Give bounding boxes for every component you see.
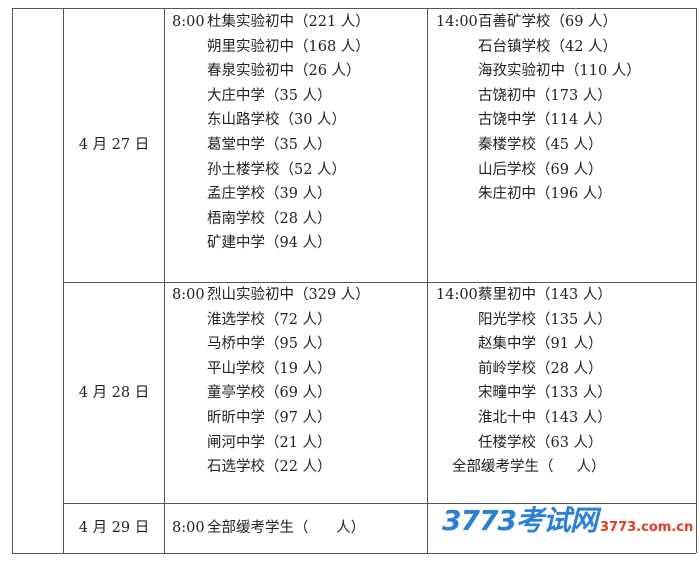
session-time: 8:00 (172, 14, 205, 30)
session-time: 8:00 (172, 520, 205, 536)
row-divider (63, 282, 696, 283)
school-entry: 山后学校（69 人） (478, 161, 603, 178)
table-border-right (696, 8, 697, 553)
school-entry: 春泉实验初中（26 人） (207, 63, 361, 80)
school-entry: 赵集中学（91 人） (478, 336, 603, 353)
school-entry: 石选学校（22 人） (207, 459, 332, 476)
table-border-left (12, 8, 13, 553)
table-border-bottom (12, 553, 696, 554)
school-entry: 大庄中学（35 人） (207, 87, 332, 104)
school-entry: 前岭学校（28 人） (478, 360, 603, 377)
school-entry: 淮北十中（143 人） (478, 410, 612, 426)
session-time: 14:00 (436, 14, 478, 30)
session-time: 8:00 (172, 287, 205, 303)
school-entry: 朱庄初中（196 人） (478, 186, 612, 203)
school-entry: 马桥中学（95 人） (207, 336, 332, 353)
school-entry: 烈山实验初中（329 人） (207, 287, 370, 303)
school-entry: 孟庄学校（39 人） (207, 186, 332, 203)
column-divider (63, 8, 64, 553)
school-entry: 梧南学校（28 人） (207, 210, 332, 227)
date-cell: 4 月 29 日 (78, 520, 150, 536)
deferred-students-note: 全部缓考学生（ 人） (452, 459, 606, 476)
school-entry: 任楼学校（63 人） (478, 434, 603, 451)
school-entry: 蔡里初中（143 人） (478, 287, 612, 303)
school-entry: 古饶中学（114 人） (478, 112, 612, 129)
row-divider (63, 503, 696, 504)
school-entry: 平山学校（19 人） (207, 360, 332, 377)
school-entry: 朔里实验初中（168 人） (207, 38, 370, 55)
school-entry: 全部缓考学生（ 人） (207, 520, 366, 536)
school-entry: 古饶初中（173 人） (478, 87, 612, 104)
school-entry: 百善矿学校（69 人） (478, 14, 618, 30)
column-divider (427, 8, 428, 553)
column-divider (164, 8, 165, 553)
watermark-logo: 3773考试网 (442, 504, 598, 537)
school-entry: 石台镇学校（42 人） (478, 38, 618, 55)
school-entry: 葛堂中学（35 人） (207, 137, 332, 153)
watermark-url: 3773.com.cn (600, 520, 694, 535)
date-cell: 4 月 28 日 (78, 385, 150, 401)
table-border-top (12, 8, 696, 9)
school-entry: 矿建中学（94 人） (207, 235, 332, 252)
school-entry: 阳光学校（135 人） (478, 311, 612, 328)
school-entry: 杜集实验初中（221 人） (207, 14, 370, 30)
school-entry: 闸河中学（21 人） (207, 434, 332, 451)
school-entry: 秦楼学校（45 人） (478, 137, 603, 153)
date-cell: 4 月 27 日 (78, 137, 150, 153)
session-time: 14:00 (436, 287, 478, 303)
school-entry: 海孜实验初中（110 人） (478, 63, 641, 80)
school-entry: 宋疃中学（133 人） (478, 385, 612, 402)
school-entry: 昕昕中学（97 人） (207, 410, 332, 426)
school-entry: 童亭学校（69 人） (207, 385, 332, 402)
school-entry: 孙土楼学校（52 人） (207, 161, 347, 178)
school-entry: 淮选学校（72 人） (207, 311, 332, 328)
school-entry: 东山路学校（30 人） (207, 112, 347, 129)
